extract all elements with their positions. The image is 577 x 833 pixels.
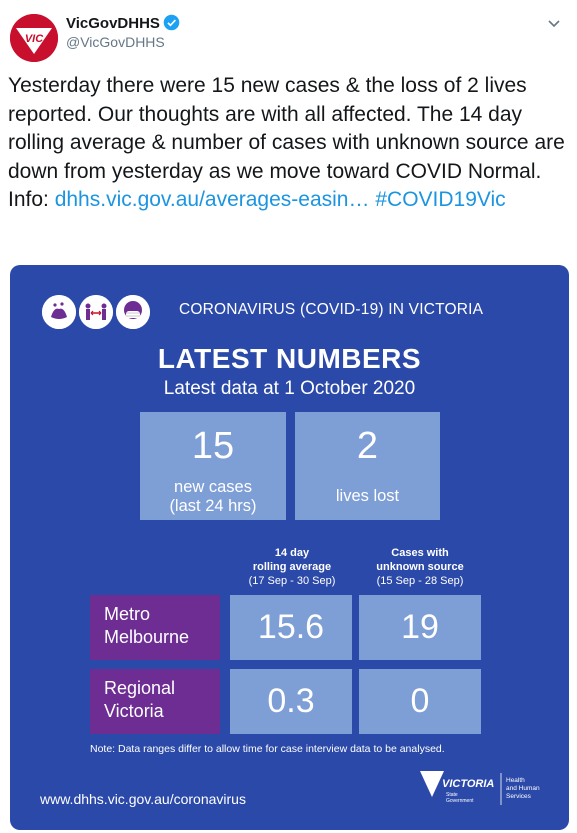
logo-word: VICTORIA — [442, 778, 494, 790]
card-subtitle: Latest data at 1 October 2020 — [163, 378, 416, 399]
logo-dept2: and Human — [506, 785, 540, 792]
data-note: Note: Data ranges differ to allow time f… — [90, 743, 445, 755]
display-name-text: VicGovDHHS — [66, 15, 160, 32]
verified-icon — [163, 14, 180, 35]
logo-dept3: Services — [506, 793, 532, 800]
metro-unknown-source: 19 — [359, 595, 481, 660]
hashtag-link[interactable]: #COVID19Vic — [375, 188, 506, 211]
col1-range: (17 Sep - 30 Sep) — [248, 575, 336, 587]
row-regional-line1: Regional — [104, 678, 176, 698]
col-head-rolling-average: 14 day rolling average (17 Sep - 30 Sep) — [232, 546, 352, 588]
tweet-link[interactable]: dhhs.vic.gov.au/averages-easin… — [54, 188, 370, 211]
health-icons — [42, 295, 150, 329]
col1-head-line1: 14 day — [274, 547, 310, 559]
logo-sub1: State — [446, 792, 458, 798]
card-url: www.dhhs.vic.gov.au/coronavirus — [40, 791, 246, 807]
col1-head-line2: rolling average — [252, 561, 332, 573]
row-metro-line2: Melbourne — [104, 627, 190, 647]
col2-head-line1: Cases with — [391, 547, 449, 559]
card-title: LATEST NUMBERS — [157, 343, 422, 374]
distancing-icon — [79, 295, 113, 329]
col2-range: (15 Sep - 28 Sep) — [376, 575, 464, 587]
stat-new-cases: 15 new cases (last 24 hrs) — [140, 412, 286, 520]
col2-head-line2: unknown source — [376, 561, 464, 573]
tweet-text: Yesterday there were 15 new cases & the … — [8, 72, 568, 215]
tweet-body: Yesterday there were 15 new cases & the … — [8, 74, 565, 211]
user-handle[interactable]: @VicGovDHHS — [66, 34, 165, 50]
logo-sub2: Government — [446, 798, 474, 804]
handwash-icon — [42, 295, 76, 329]
display-name[interactable]: VicGovDHHS — [66, 14, 180, 35]
col-head-unknown-source: Cases with unknown source (15 Sep - 28 S… — [360, 546, 480, 588]
avatar[interactable]: VIC — [10, 14, 58, 62]
stat-lives-lost-value: 2 — [356, 425, 379, 467]
regional-rolling-average: 0.3 — [230, 669, 352, 734]
face-mask-icon — [116, 295, 150, 329]
row-metro-line1: Metro — [104, 604, 151, 624]
stat-new-cases-label1: new cases — [174, 478, 252, 496]
stat-new-cases-label2: (last 24 hrs) — [169, 497, 257, 515]
regional-unknown-source: 0 — [359, 669, 481, 734]
logo-dept1: Health — [506, 777, 525, 784]
tweet-media-image[interactable]: CORONAVIRUS (COVID-19) IN VICTORIA LATES… — [10, 265, 569, 830]
metro-rolling-average: 15.6 — [230, 595, 352, 660]
row-label-metro: Metro Melbourne — [90, 595, 220, 660]
card-header-label: CORONAVIRUS (COVID-19) IN VICTORIA — [179, 301, 484, 318]
stat-lives-lost-label: lives lost — [335, 487, 400, 505]
stat-new-cases-value: 15 — [191, 425, 235, 467]
victoria-government-logo: VICTORIA State Government Health and Hum… — [418, 767, 558, 811]
row-label-regional: Regional Victoria — [90, 669, 220, 734]
chevron-down-icon[interactable] — [545, 14, 563, 32]
avatar-text: VIC — [25, 33, 44, 45]
row-regional-line2: Victoria — [104, 701, 164, 721]
stat-lives-lost: 2 lives lost — [295, 412, 440, 520]
